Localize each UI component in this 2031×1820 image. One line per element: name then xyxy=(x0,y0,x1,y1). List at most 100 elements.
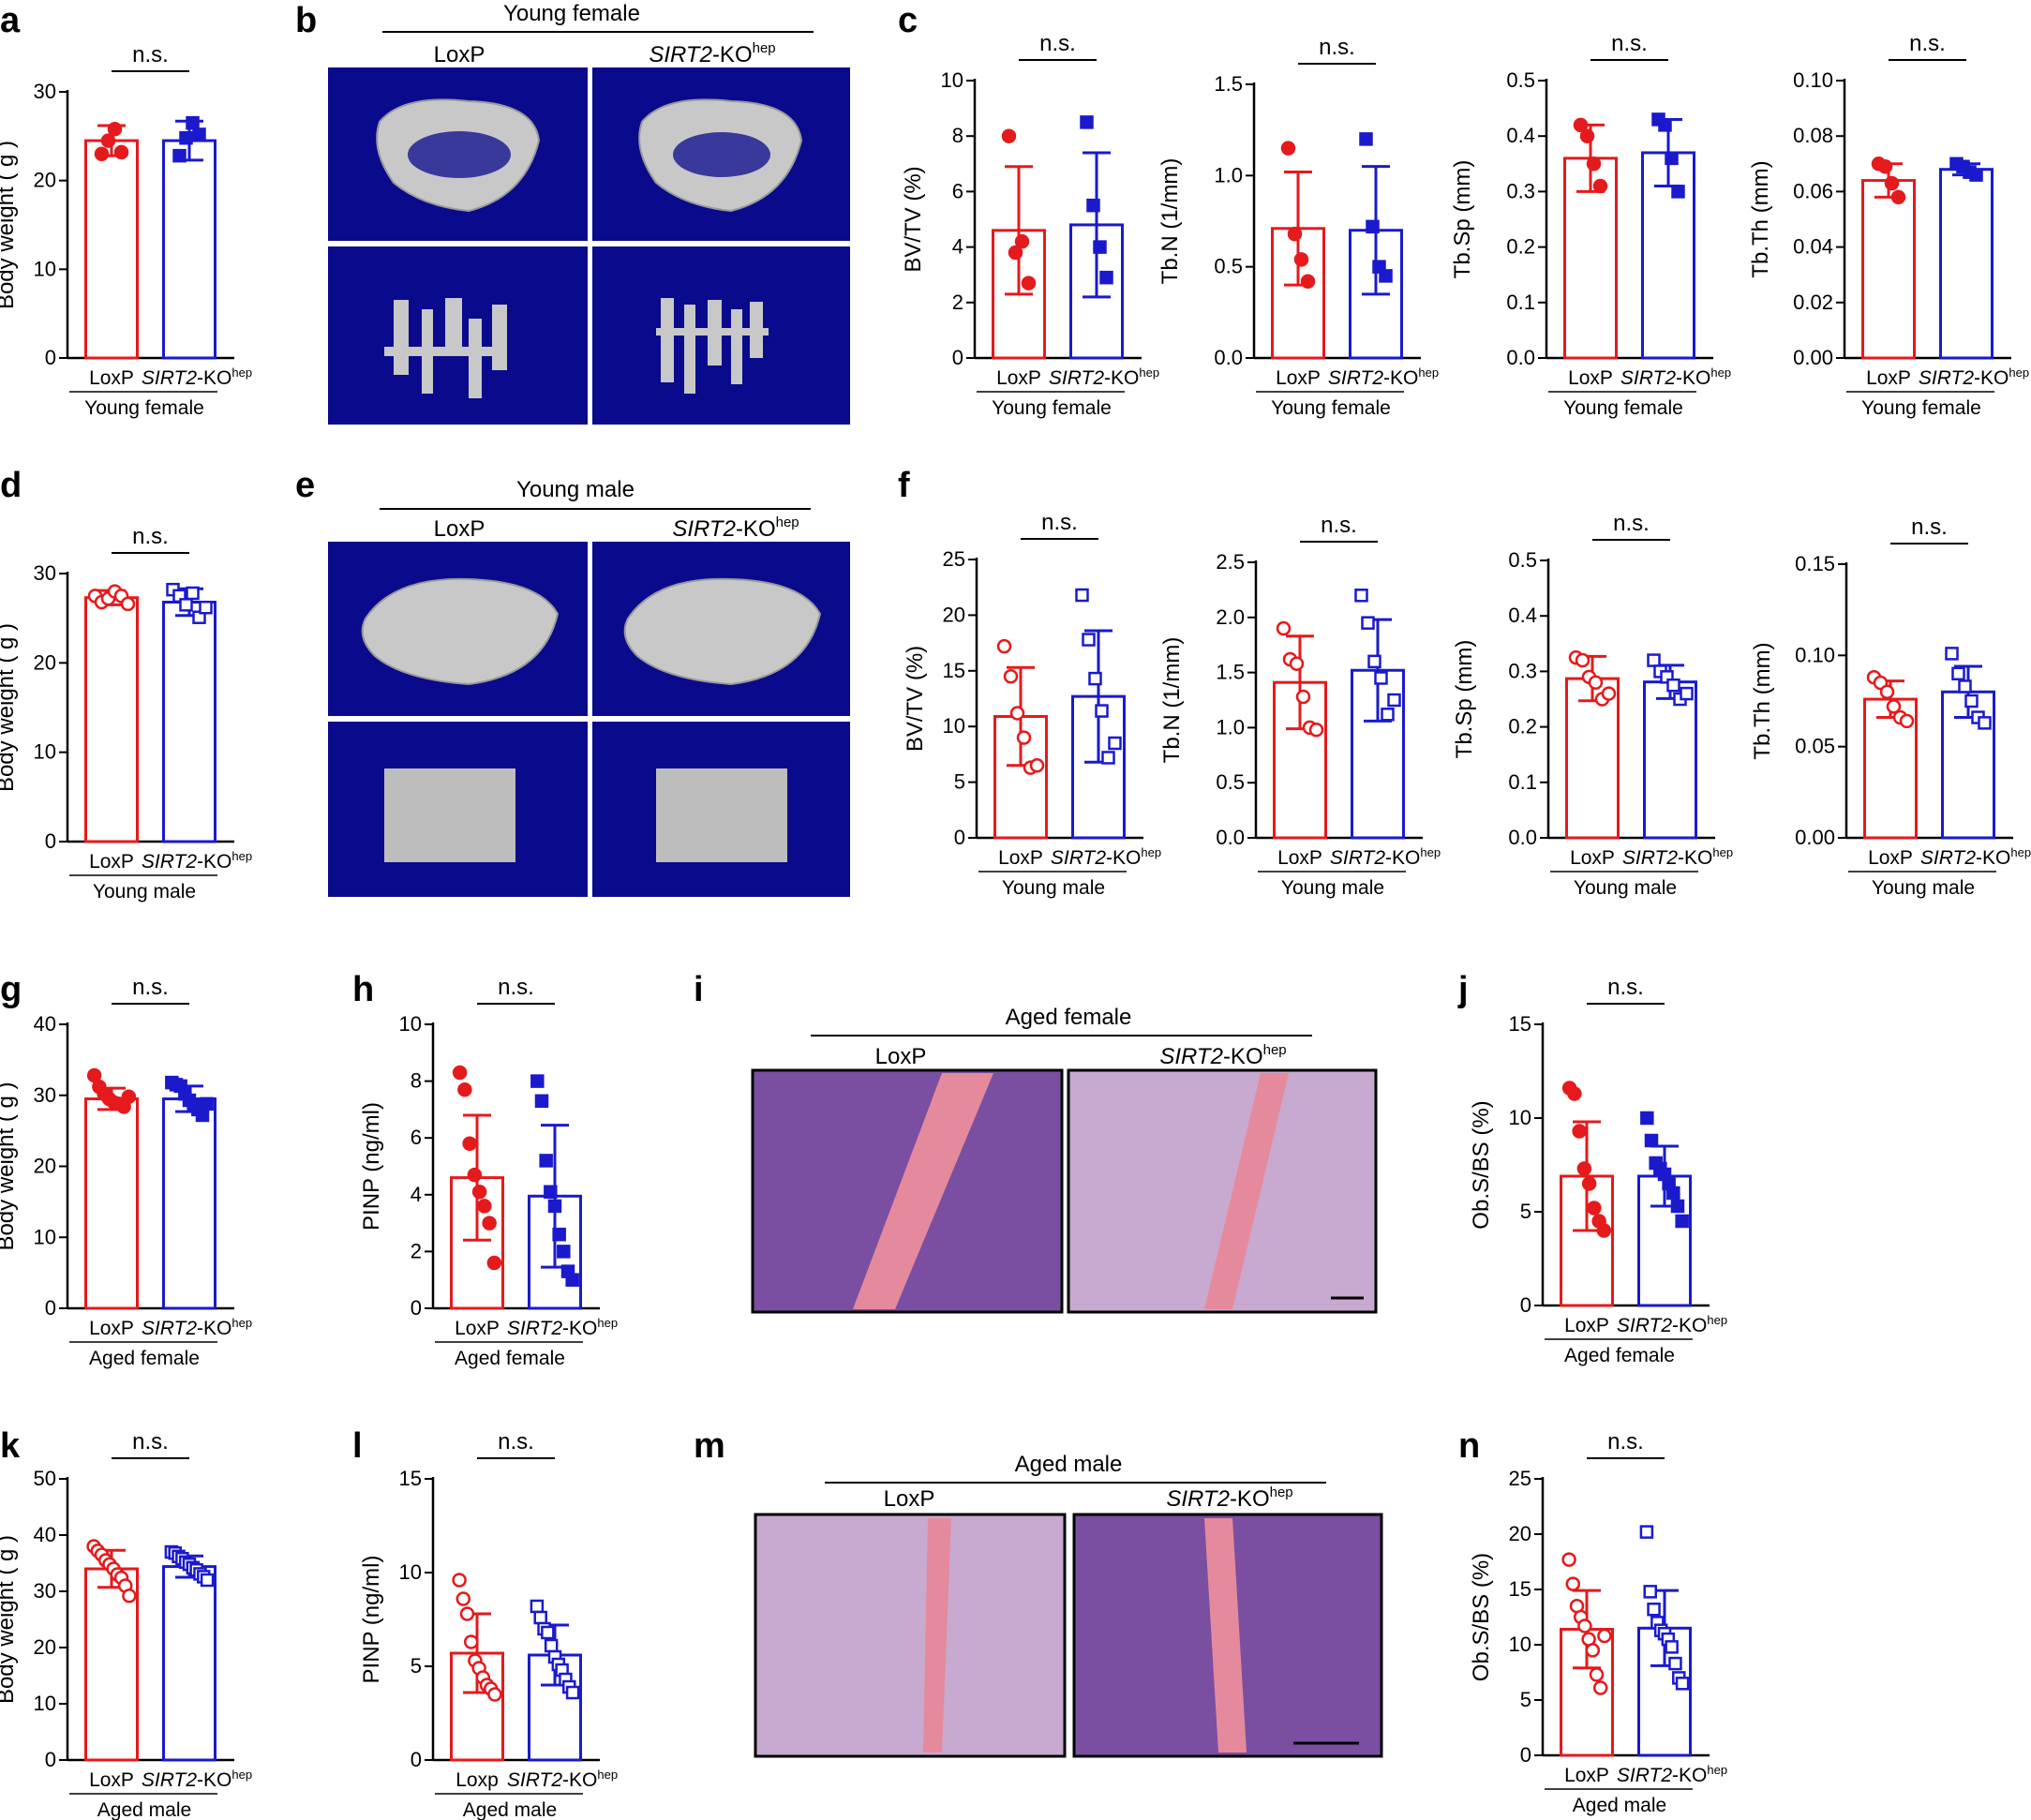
data-point xyxy=(1095,704,1109,718)
loxp-header: LoxP xyxy=(875,1044,927,1069)
y-tick-label: 30 xyxy=(34,1083,56,1107)
significance-label: n.s. xyxy=(1909,31,1946,56)
panel-label-h: h xyxy=(352,970,374,1009)
chart-f1: 0 5 10 15 20 25 BV/TV (%) n.s. LoxP SIRT2-KOhep Yo… xyxy=(903,510,1161,899)
group-label: Aged male xyxy=(463,1799,557,1820)
data-point xyxy=(1565,1576,1581,1591)
y-tick-label: 0 xyxy=(954,826,965,849)
x-label-loxp: LoxP xyxy=(89,1318,134,1339)
panel-label-l: l xyxy=(352,1426,363,1466)
data-point xyxy=(1639,1525,1654,1539)
data-point xyxy=(1587,1201,1602,1216)
y-tick-label: 0.3 xyxy=(1506,179,1535,202)
x-label-ko: SIRT2-KOhep xyxy=(1051,845,1161,869)
data-point xyxy=(186,115,200,130)
chart-c1: 0 2 4 6 8 10 BV/TV (%) n.s. LoxP SIRT2-KOhep Young… xyxy=(901,31,1159,419)
x-label-ko: SIRT2-KOhep xyxy=(142,1316,252,1339)
data-point xyxy=(1561,1552,1576,1567)
data-point xyxy=(1640,1111,1654,1126)
data-point xyxy=(455,1591,471,1606)
x-label-ko: SIRT2-KOhep xyxy=(1620,365,1731,389)
data-point xyxy=(1951,666,1965,681)
x-label-ko: SIRT2-KOhep xyxy=(507,1316,618,1339)
data-point xyxy=(179,130,193,145)
data-point xyxy=(530,1599,545,1614)
group-label: Aged female xyxy=(455,1348,565,1369)
group-label: Young male xyxy=(1002,877,1105,899)
data-point xyxy=(1579,128,1595,143)
data-point xyxy=(1890,189,1906,205)
data-point xyxy=(1080,115,1094,129)
panel-label-j: j xyxy=(1457,970,1469,1009)
data-point xyxy=(100,133,116,148)
group-label: Aged male xyxy=(1573,1795,1666,1816)
bar-loxp xyxy=(1861,179,1916,360)
y-tick-label: 0.05 xyxy=(1795,735,1835,758)
y-tick-label: 0.15 xyxy=(1795,552,1835,575)
data-point xyxy=(1573,117,1589,133)
he-stain-image-loxp xyxy=(751,1068,1064,1314)
group-label: Aged female xyxy=(89,1348,200,1369)
y-tick-label: 0.0 xyxy=(1216,826,1245,849)
group-label: Young female xyxy=(84,397,204,419)
data-point xyxy=(1099,270,1113,285)
data-point xyxy=(1581,1176,1597,1191)
aged-female-title: Aged female xyxy=(1006,1005,1132,1030)
y-tick-label: 1.0 xyxy=(1214,163,1243,186)
data-point xyxy=(1021,276,1037,291)
y-tick-label: 0 xyxy=(45,1748,56,1771)
ko-header: SIRT2-KOhep xyxy=(1159,1042,1286,1069)
chart-d: 0 10 20 30 Body weight ( g ) n.s. LoxP SIRT2-KO… xyxy=(0,524,252,903)
data-point xyxy=(544,1638,559,1653)
data-point xyxy=(533,1610,547,1625)
x-label-ko: SIRT2-KOhep xyxy=(1920,845,2031,869)
data-point xyxy=(565,1685,580,1700)
y-tick-label: 2 xyxy=(411,1239,422,1262)
data-point xyxy=(459,1606,475,1621)
y-tick-label: 0.2 xyxy=(1508,715,1537,738)
significance-label: n.s. xyxy=(1039,31,1076,56)
data-point xyxy=(1647,653,1661,667)
y-axis-label: Tb.Sp (mm) xyxy=(1450,160,1475,279)
y-tick-label: 5 xyxy=(411,1654,422,1678)
x-label-loxp: LoxP xyxy=(89,1769,134,1791)
data-point xyxy=(200,1096,214,1111)
significance-label: n.s. xyxy=(132,1429,169,1455)
y-axis-label: Tb.N (1/mm) xyxy=(1159,637,1185,764)
panel-label-e: e xyxy=(295,466,315,505)
y-tick-label: 15 xyxy=(943,659,965,682)
y-tick-label: 0.02 xyxy=(1793,291,1833,314)
y-tick-label: 4 xyxy=(952,235,963,259)
chart-g: 0 10 20 30 40 Body weight ( g ) n.s. LoxP SIRT2-… xyxy=(0,975,252,1369)
data-point xyxy=(1588,675,1604,690)
data-point xyxy=(1276,620,1292,636)
data-point xyxy=(1014,233,1030,249)
y-tick-label: 15 xyxy=(1509,1577,1531,1601)
data-point xyxy=(1086,198,1100,213)
data-point xyxy=(1958,679,1972,694)
data-point xyxy=(463,1634,479,1649)
group-label: Young female xyxy=(1861,397,1981,419)
x-label-ko: SIRT2-KOhep xyxy=(1330,845,1441,869)
data-point xyxy=(534,1094,549,1109)
y-axis-label: BV/TV (%) xyxy=(903,646,928,752)
x-label-loxp: LoxP xyxy=(455,1318,500,1339)
y-axis-label: PINP (ng/ml) xyxy=(359,1102,384,1231)
x-label-ko: SIRT2-KOhep xyxy=(142,849,252,873)
data-point xyxy=(1295,689,1311,705)
y-axis-label: BV/TV (%) xyxy=(901,166,926,272)
data-point xyxy=(1585,1643,1601,1658)
data-point xyxy=(1886,699,1902,714)
bar-loxp xyxy=(84,1097,139,1310)
bar-loxp xyxy=(84,139,139,360)
x-label-loxp: LoxP xyxy=(89,851,134,873)
ko-header: SIRT2-KOhep xyxy=(1166,1484,1292,1512)
significance-label: n.s. xyxy=(1613,511,1650,536)
y-tick-label: 8 xyxy=(411,1069,422,1093)
young-female-title: Young female xyxy=(503,1,640,26)
panel-label-n: n xyxy=(1458,1426,1480,1466)
data-point xyxy=(107,122,123,137)
y-tick-label: 5 xyxy=(954,770,965,794)
data-point xyxy=(467,1167,483,1183)
